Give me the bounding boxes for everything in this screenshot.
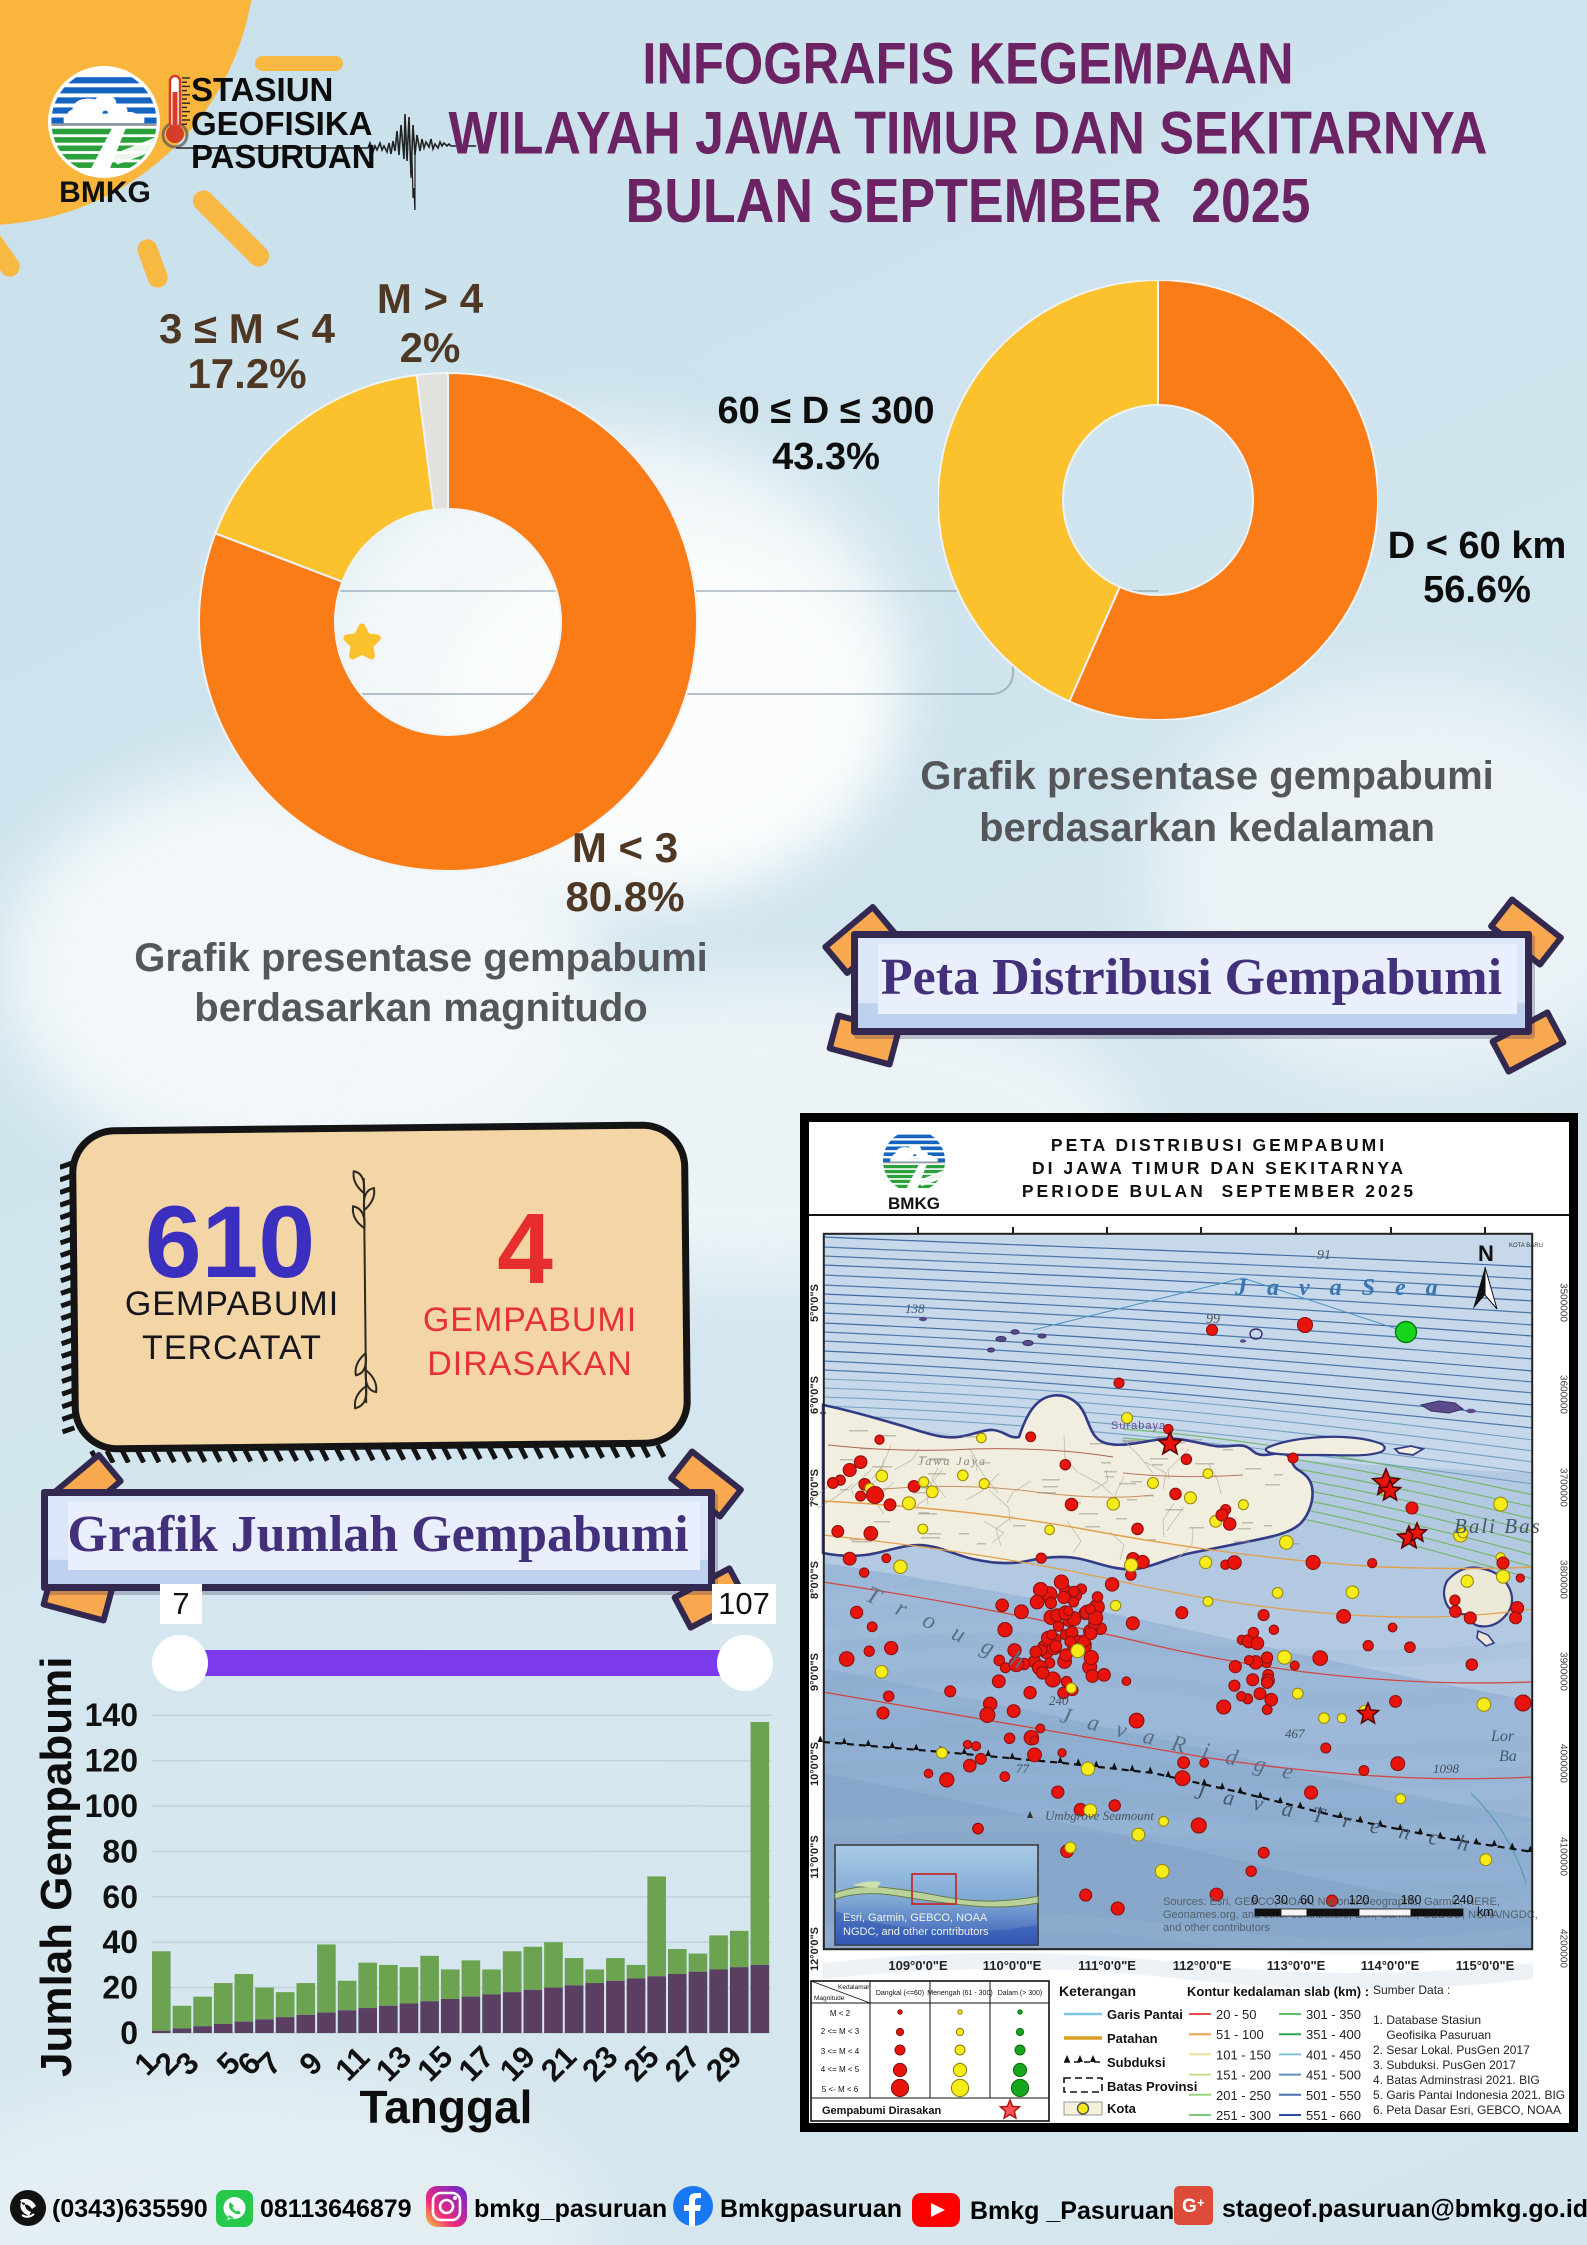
svg-text:Kota: Kota: [1107, 2101, 1137, 2116]
svg-text:120: 120: [85, 1743, 138, 1779]
svg-text:+: +: [1197, 2195, 1205, 2210]
svg-text:Kedalaman: Kedalaman: [838, 1984, 871, 1991]
svg-text:251 - 300: 251 - 300: [1216, 2108, 1271, 2123]
svg-text:NGDC, and other contributors: NGDC, and other contributors: [843, 1926, 989, 1938]
svg-text:51 - 100: 51 - 100: [1216, 2027, 1264, 2042]
svg-text:91: 91: [1317, 1248, 1331, 1263]
svg-text:351 - 400: 351 - 400: [1306, 2027, 1361, 2042]
svg-text:Patahan: Patahan: [1107, 2031, 1158, 2046]
svg-text:301 - 350: 301 - 350: [1306, 2007, 1361, 2022]
svg-text:80: 80: [102, 1833, 138, 1869]
svg-text:N: N: [1478, 1241, 1494, 1266]
svg-text:Dangkal (<=60): Dangkal (<=60): [876, 1990, 924, 1997]
svg-text:Magnitude: Magnitude: [814, 1995, 845, 2002]
svg-text:0: 0: [1252, 1893, 1259, 1907]
svg-text:99: 99: [1206, 1312, 1220, 1327]
svg-text:29: 29: [699, 2039, 748, 2088]
svg-text:Menengah (61 - 300): Menengah (61 - 300): [927, 1990, 992, 1997]
svg-text:60: 60: [102, 1879, 138, 1915]
svg-text:240: 240: [1049, 1693, 1069, 1708]
svg-text:40: 40: [102, 1924, 138, 1960]
svg-text:and other contributors: and other contributors: [1163, 1922, 1271, 1934]
svg-text:120: 120: [1349, 1893, 1370, 1907]
svg-text:J a v a S e a: J a v a S e a: [1234, 1275, 1445, 1301]
svg-text:101 - 150: 101 - 150: [1216, 2047, 1271, 2062]
svg-text:Dalam (> 300): Dalam (> 300): [998, 1990, 1043, 1997]
svg-text:1098: 1098: [1433, 1761, 1460, 1776]
svg-text:451 - 500: 451 - 500: [1306, 2068, 1361, 2083]
svg-text:501 - 550: 501 - 550: [1306, 2088, 1361, 2103]
svg-text:9: 9: [293, 2045, 330, 2082]
svg-text:551 - 660: 551 - 660: [1306, 2108, 1361, 2123]
svg-text:M < 2: M < 2: [830, 2009, 851, 2018]
svg-text:Jawa Jaya: Jawa Jaya: [918, 1454, 987, 1468]
svg-text:201 - 250: 201 - 250: [1216, 2088, 1271, 2103]
svg-text:Umbgrove Seamount: Umbgrove Seamount: [1045, 1808, 1154, 1823]
svg-text:5 <- M < 6: 5 <- M < 6: [822, 2085, 859, 2094]
svg-text:km: km: [1477, 1905, 1494, 1919]
svg-text:30: 30: [1274, 1893, 1288, 1907]
svg-text:Garis Pantai: Garis Pantai: [1107, 2007, 1183, 2022]
svg-text:151 - 200: 151 - 200: [1216, 2068, 1271, 2083]
svg-text:Esri, Garmin, GEBCO, NOAA: Esri, Garmin, GEBCO, NOAA: [843, 1912, 988, 1924]
svg-text:Bali Bas: Bali Bas: [1454, 1514, 1542, 1538]
svg-text:Subduksi: Subduksi: [1107, 2055, 1166, 2070]
svg-text:Kontur kedalaman slab (km) :: Kontur kedalaman slab (km) :: [1187, 1984, 1369, 1999]
svg-text:140: 140: [85, 1697, 138, 1733]
svg-text:240: 240: [1453, 1893, 1474, 1907]
svg-text:467: 467: [1285, 1726, 1305, 1741]
svg-text:Batas Provinsi: Batas Provinsi: [1107, 2079, 1197, 2094]
svg-text:Sources: Esri, GEBCO, NOAA, Na: Sources: Esri, GEBCO, NOAA, National Geo…: [1163, 1896, 1500, 1908]
svg-text:2 <= M < 3: 2 <= M < 3: [821, 2027, 860, 2036]
svg-text:Ba: Ba: [1499, 1748, 1517, 1765]
svg-text:Lor: Lor: [1490, 1728, 1515, 1745]
svg-text:0: 0: [120, 2015, 138, 2051]
svg-text:3 <= M < 4: 3 <= M < 4: [821, 2047, 860, 2056]
svg-text:100: 100: [85, 1788, 138, 1824]
svg-text:KOTA BARU: KOTA BARU: [1509, 1243, 1543, 1249]
svg-text:180: 180: [1401, 1893, 1422, 1907]
svg-text:60: 60: [1300, 1893, 1314, 1907]
svg-text:4 <= M < 5: 4 <= M < 5: [821, 2065, 860, 2074]
svg-text:20: 20: [102, 1970, 138, 2006]
svg-text:138: 138: [905, 1301, 925, 1316]
svg-text:Gempabumi Dirasakan: Gempabumi Dirasakan: [822, 2105, 941, 2117]
svg-text:20 - 50: 20 - 50: [1216, 2007, 1256, 2022]
svg-text:Surabaya: Surabaya: [1111, 1420, 1166, 1432]
svg-text:G: G: [1182, 2196, 1197, 2217]
svg-text:Keterangan: Keterangan: [1059, 1983, 1136, 1999]
svg-text:77: 77: [1016, 1761, 1030, 1776]
svg-text:401 - 450: 401 - 450: [1306, 2047, 1361, 2062]
